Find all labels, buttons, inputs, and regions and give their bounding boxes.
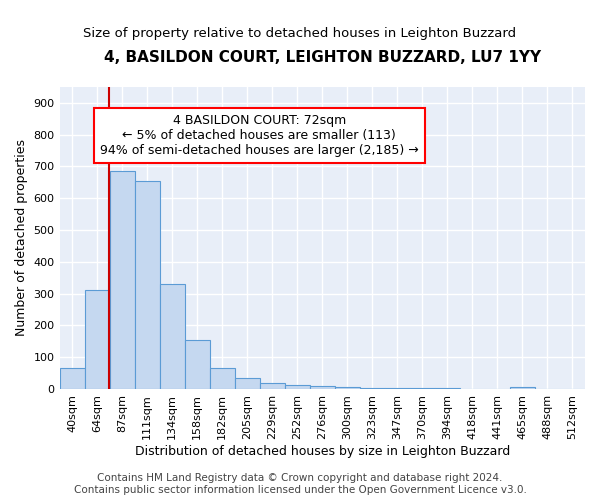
Bar <box>260 382 285 389</box>
Bar <box>435 388 460 389</box>
Bar <box>85 290 110 389</box>
Bar <box>110 171 134 389</box>
Bar <box>410 388 435 389</box>
Text: Contains HM Land Registry data © Crown copyright and database right 2024.
Contai: Contains HM Land Registry data © Crown c… <box>74 474 526 495</box>
Bar <box>160 284 185 389</box>
Bar <box>510 386 535 389</box>
Bar <box>134 181 160 389</box>
Text: 4 BASILDON COURT: 72sqm
← 5% of detached houses are smaller (113)
94% of semi-de: 4 BASILDON COURT: 72sqm ← 5% of detached… <box>100 114 419 157</box>
Text: Size of property relative to detached houses in Leighton Buzzard: Size of property relative to detached ho… <box>83 28 517 40</box>
Y-axis label: Number of detached properties: Number of detached properties <box>15 140 28 336</box>
Bar <box>310 386 335 389</box>
Bar <box>385 388 410 389</box>
Title: 4, BASILDON COURT, LEIGHTON BUZZARD, LU7 1YY: 4, BASILDON COURT, LEIGHTON BUZZARD, LU7… <box>104 50 541 65</box>
X-axis label: Distribution of detached houses by size in Leighton Buzzard: Distribution of detached houses by size … <box>134 444 510 458</box>
Bar <box>235 378 260 389</box>
Bar <box>59 368 85 389</box>
Bar <box>185 340 209 389</box>
Bar <box>335 388 360 389</box>
Bar <box>209 368 235 389</box>
Bar <box>360 388 385 389</box>
Bar <box>285 385 310 389</box>
